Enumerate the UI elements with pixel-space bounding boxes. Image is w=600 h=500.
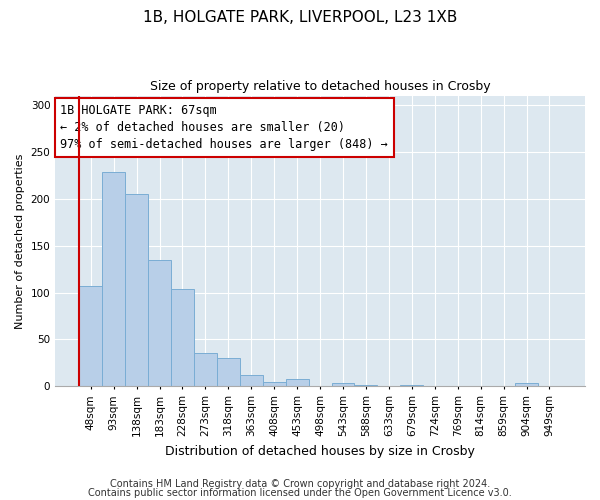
- Bar: [102, 172, 125, 386]
- Text: Contains public sector information licensed under the Open Government Licence v3: Contains public sector information licen…: [88, 488, 512, 498]
- Text: 1B HOLGATE PARK: 67sqm
← 2% of detached houses are smaller (20)
97% of semi-deta: 1B HOLGATE PARK: 67sqm ← 2% of detached …: [61, 104, 388, 152]
- Title: Size of property relative to detached houses in Crosby: Size of property relative to detached ho…: [150, 80, 490, 93]
- Bar: [286, 379, 308, 386]
- Bar: [79, 286, 102, 386]
- Y-axis label: Number of detached properties: Number of detached properties: [15, 154, 25, 328]
- Bar: [194, 352, 217, 386]
- Bar: [355, 384, 377, 386]
- Bar: [240, 375, 263, 386]
- Bar: [263, 382, 286, 386]
- Bar: [400, 384, 423, 386]
- Bar: [148, 260, 171, 386]
- X-axis label: Distribution of detached houses by size in Crosby: Distribution of detached houses by size …: [165, 444, 475, 458]
- Bar: [515, 382, 538, 386]
- Bar: [125, 194, 148, 386]
- Bar: [332, 382, 355, 386]
- Text: 1B, HOLGATE PARK, LIVERPOOL, L23 1XB: 1B, HOLGATE PARK, LIVERPOOL, L23 1XB: [143, 10, 457, 25]
- Bar: [217, 358, 240, 386]
- Bar: [171, 289, 194, 386]
- Text: Contains HM Land Registry data © Crown copyright and database right 2024.: Contains HM Land Registry data © Crown c…: [110, 479, 490, 489]
